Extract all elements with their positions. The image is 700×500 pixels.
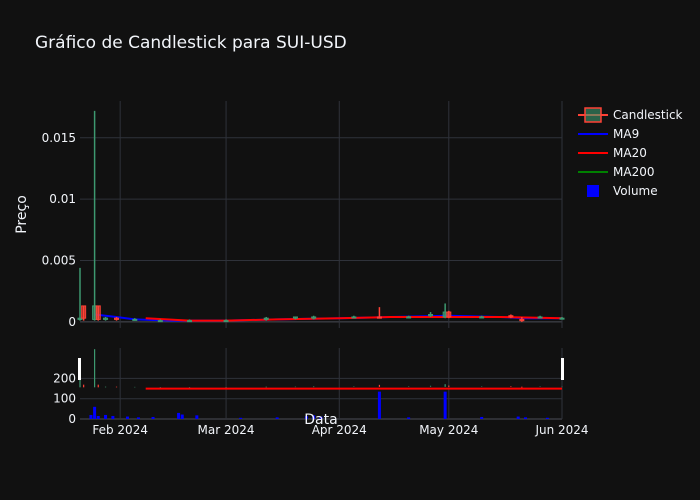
volume-bar bbox=[195, 415, 199, 419]
volume-tick-label: 100 bbox=[53, 392, 76, 406]
candle-body bbox=[508, 315, 514, 318]
legend-square-symbol bbox=[587, 185, 599, 197]
candle-body bbox=[187, 320, 193, 323]
candle-body bbox=[376, 316, 382, 319]
volume-bar bbox=[545, 417, 549, 419]
candle-body bbox=[114, 317, 120, 320]
grid bbox=[80, 101, 563, 420]
volume-bar bbox=[275, 417, 279, 419]
candle-body bbox=[406, 316, 412, 319]
legend-label: Volume bbox=[613, 184, 658, 198]
price-tick-label: 0.01 bbox=[49, 192, 76, 206]
x-tick-label: Feb 2024 bbox=[92, 423, 148, 437]
volume-bar bbox=[523, 417, 527, 419]
volume-bar bbox=[516, 416, 520, 419]
candle-body bbox=[311, 316, 317, 319]
candle-body bbox=[263, 317, 269, 320]
candle-body bbox=[81, 305, 87, 319]
volume-bar bbox=[151, 416, 155, 419]
volume-bar bbox=[304, 416, 308, 419]
y-axis-title: Preço bbox=[14, 195, 30, 234]
legend-label: Candlestick bbox=[613, 108, 683, 122]
volume-bar bbox=[136, 417, 140, 419]
candle-body bbox=[537, 316, 543, 319]
volume-panel bbox=[79, 349, 563, 419]
volume-bar bbox=[239, 417, 243, 419]
candle-body bbox=[351, 316, 357, 319]
volume-bar bbox=[89, 414, 93, 419]
volume-bar bbox=[177, 412, 181, 419]
axes: 0 0.005 0.01 0.015 0 100 200 Feb 2024 Mar 2024 Ap… bbox=[14, 131, 589, 437]
x-tick-label: Jun 2024 bbox=[534, 423, 588, 437]
volume-bar bbox=[180, 414, 184, 419]
volume-bar bbox=[104, 414, 108, 419]
candle-body bbox=[292, 316, 298, 319]
candle-body bbox=[95, 305, 101, 320]
volume-bar bbox=[312, 415, 316, 419]
legend-label: MA20 bbox=[613, 146, 647, 160]
price-tick-label: 0 bbox=[68, 315, 76, 329]
candle-body bbox=[559, 317, 565, 320]
price-tick-label: 0.015 bbox=[42, 131, 76, 145]
candle-body bbox=[428, 314, 434, 317]
volume-bar bbox=[125, 416, 129, 419]
volume-bar bbox=[407, 417, 411, 419]
range-handle-right bbox=[561, 358, 564, 380]
volume-bar bbox=[377, 391, 381, 419]
price-tick-label: 0.005 bbox=[42, 254, 76, 268]
candle-body bbox=[132, 318, 138, 321]
candle-body bbox=[103, 317, 109, 320]
candle-body bbox=[223, 320, 229, 323]
legend[interactable]: Candlestick MA9 MA20 MA200 Volume bbox=[578, 107, 683, 198]
x-tick-label: Apr 2024 bbox=[312, 423, 367, 437]
range-handle-left bbox=[78, 358, 81, 380]
x-axis-title: Data bbox=[304, 412, 337, 428]
candle-body bbox=[446, 311, 452, 318]
x-tick-label: Mar 2024 bbox=[198, 423, 255, 437]
volume-bar bbox=[443, 391, 447, 419]
legend-label: MA9 bbox=[613, 127, 639, 141]
legend-candle-symbol bbox=[584, 107, 602, 123]
candle-body bbox=[77, 317, 83, 320]
candle-body bbox=[157, 320, 163, 323]
volume-tick-label: 0 bbox=[68, 412, 76, 426]
chart-title: Gráfico de Candlestick para SUI-USD bbox=[35, 33, 347, 53]
volume-bar bbox=[480, 416, 484, 419]
price-panel bbox=[77, 110, 565, 390]
volume-bar bbox=[111, 415, 115, 419]
candle-body bbox=[479, 316, 485, 319]
candle-body bbox=[519, 318, 525, 322]
x-tick-label: May 2024 bbox=[419, 423, 478, 437]
volume-bar bbox=[93, 406, 97, 419]
volume-bar bbox=[96, 415, 100, 419]
legend-label: MA200 bbox=[613, 165, 654, 179]
volume-tick-label: 200 bbox=[53, 371, 76, 385]
volume-bar bbox=[319, 416, 323, 419]
